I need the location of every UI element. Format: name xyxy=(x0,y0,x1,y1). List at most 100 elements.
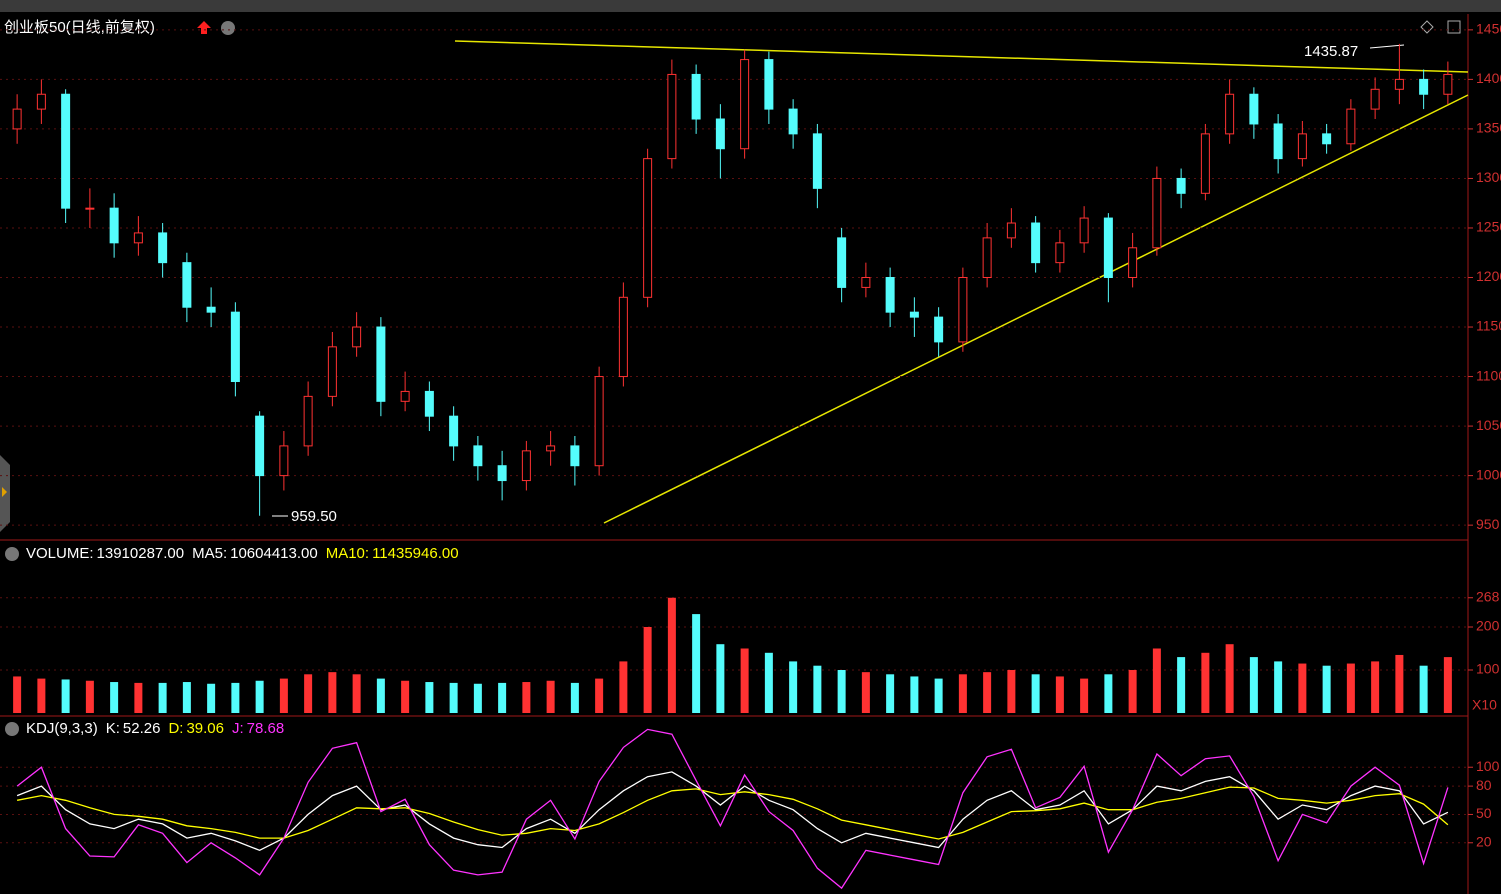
y-tick-label: 1350 xyxy=(1476,120,1501,136)
candle-body xyxy=(643,158,653,298)
volume-bar xyxy=(861,672,870,713)
candle-body xyxy=(230,311,240,383)
y-tick-label: 1000 xyxy=(1476,466,1501,482)
volume-bar xyxy=(1225,644,1234,713)
panel-menu[interactable] xyxy=(5,722,19,736)
volume-bar xyxy=(231,682,240,713)
volume-bar xyxy=(255,680,264,713)
volume-bar xyxy=(1201,652,1210,713)
legend-name: MA5: xyxy=(192,545,227,562)
candle-body xyxy=(1346,108,1356,145)
candle-body xyxy=(1055,242,1065,264)
candle-body xyxy=(1176,177,1186,194)
candle-body xyxy=(158,232,168,264)
candle-body xyxy=(885,277,895,313)
volume-bar xyxy=(1419,665,1428,713)
candle-body xyxy=(1128,247,1138,279)
volume-bar xyxy=(1395,654,1404,713)
y-tick-label: 1150 xyxy=(1476,318,1501,334)
candle-body xyxy=(764,59,774,110)
y-tick-label: 1300 xyxy=(1476,169,1501,185)
volume-bar xyxy=(570,682,579,713)
diamond-icon[interactable] xyxy=(1420,20,1434,34)
volume-bar xyxy=(546,680,555,713)
volume-bar xyxy=(61,679,70,713)
volume-bar xyxy=(376,678,385,713)
y-tick-label: 1200 xyxy=(1476,268,1501,284)
candle-body xyxy=(424,390,434,417)
legend-name: D: xyxy=(168,720,183,737)
candle-body xyxy=(473,445,483,467)
candle-body xyxy=(327,346,337,397)
volume-bar xyxy=(983,672,992,713)
volume-bar xyxy=(328,672,337,713)
annotation-arrow xyxy=(1369,44,1405,49)
volume-unit: X10 xyxy=(1472,697,1497,713)
y-tick-label: 1400 xyxy=(1476,70,1501,86)
legend-value: 13910287.00 xyxy=(97,545,185,562)
volume-bar xyxy=(37,678,46,713)
volume-bar xyxy=(716,644,725,713)
window-icon[interactable] xyxy=(1447,20,1461,34)
title-menu[interactable] xyxy=(221,21,235,35)
volume-bar xyxy=(619,661,628,713)
volume-bar xyxy=(886,674,895,713)
volume-bar xyxy=(134,682,143,713)
volume-bar xyxy=(1031,674,1040,713)
candle-body xyxy=(667,73,677,160)
trend-line xyxy=(603,94,1469,524)
volume-bar xyxy=(158,682,167,713)
volume-bar xyxy=(692,614,701,713)
y-tick-label: 1450 xyxy=(1476,21,1501,37)
y-tick-label: 1250 xyxy=(1476,219,1501,235)
volume-bar xyxy=(1322,665,1331,713)
volume-bar xyxy=(595,678,604,713)
candle-body xyxy=(1419,78,1429,95)
candle-body xyxy=(691,73,701,120)
volume-bar xyxy=(182,682,191,713)
volume-bar xyxy=(1152,648,1161,713)
candle-body xyxy=(521,450,531,482)
candle-body xyxy=(36,93,46,110)
volume-bar xyxy=(498,682,507,713)
volume-bar xyxy=(85,680,94,713)
y-tick-label: 1050 xyxy=(1476,417,1501,433)
chart-title: 创业板50(日线,前复权) xyxy=(4,18,155,36)
legend-value: 10604413.00 xyxy=(230,545,318,562)
candle-body xyxy=(715,118,725,150)
candle-body xyxy=(1297,133,1307,160)
candle-body xyxy=(279,445,289,477)
candle-body xyxy=(376,326,386,402)
title-arrow xyxy=(197,21,211,34)
volume-bar xyxy=(13,676,22,713)
panel-menu[interactable] xyxy=(5,547,19,561)
volume-bar xyxy=(1346,663,1355,713)
volume-bar xyxy=(110,682,119,713)
candle-body xyxy=(497,465,507,482)
volume-bar xyxy=(764,652,773,713)
legend-value: 39.06 xyxy=(186,720,224,737)
volume-bar xyxy=(1128,670,1137,713)
menu-bar[interactable] xyxy=(0,0,1501,12)
volume-bar xyxy=(449,682,458,713)
volume-bar xyxy=(789,661,798,713)
kdj-line xyxy=(16,771,1449,852)
kdj-legend: KDJ(9,3,3) K: 52.26 D: 39.06 J: 78.68 xyxy=(26,720,284,737)
candle-body xyxy=(400,390,410,402)
candle-body xyxy=(1200,133,1210,194)
candle-body xyxy=(618,296,628,378)
candle-body xyxy=(982,237,992,279)
candle-body xyxy=(1006,222,1016,239)
candle-body xyxy=(861,277,871,288)
candle-body xyxy=(1443,73,1453,95)
candle-body xyxy=(61,93,71,209)
volume-bar xyxy=(813,665,822,713)
candle-body xyxy=(958,277,968,343)
legend-value: 52.26 xyxy=(123,720,161,737)
legend-name: J: xyxy=(232,720,244,737)
candle-body xyxy=(85,207,95,210)
candle-body xyxy=(109,207,119,244)
candle-body xyxy=(837,237,847,288)
volume-bar xyxy=(667,597,676,713)
